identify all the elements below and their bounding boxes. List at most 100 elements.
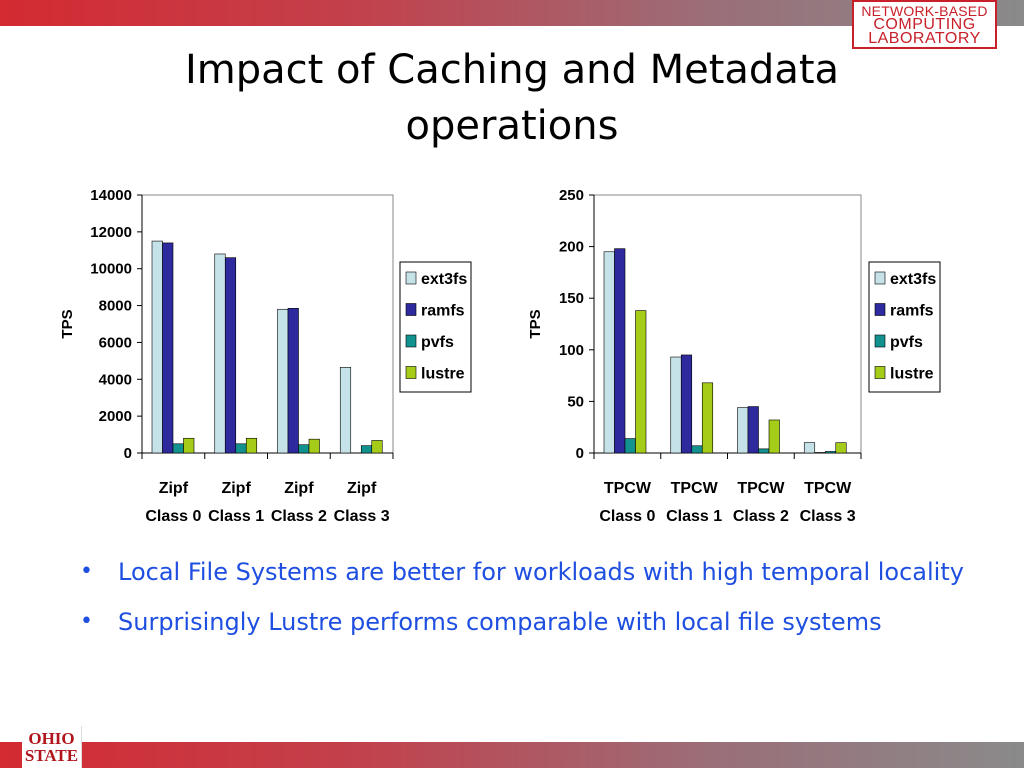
badge-line-2: COMPUTING — [873, 16, 976, 33]
y-tick-label: 150 — [559, 290, 584, 307]
legend-swatch-ramfs — [874, 303, 886, 316]
x-tick-label: Class 1 — [208, 508, 264, 525]
bar-pvfs — [758, 448, 770, 454]
bar-ext3fs — [151, 240, 163, 454]
x-tick-label: Class 2 — [271, 508, 327, 525]
bar-ext3fs — [214, 253, 226, 454]
y-tick-label: 50 — [567, 393, 584, 410]
tpcw-tps-chart: 0 50 100 150 200 250 TPS TPCW Class 0 TPCW Class 1… — [527, 187, 941, 525]
y-axis-title: TPS — [527, 309, 544, 338]
legend-swatch-pvfs — [405, 334, 417, 348]
badge-line-1: NETWORK-BASED — [861, 3, 988, 19]
bullet-dot-icon: • — [80, 609, 93, 634]
bar-lustre — [635, 310, 647, 454]
legend-label: pvfs — [890, 334, 923, 351]
y-axis-title: TPS — [59, 309, 76, 338]
x-tick-label: Zipf — [221, 480, 251, 497]
bar-ext3fs — [803, 442, 816, 454]
bar-ramfs — [287, 308, 299, 454]
bullet-list: • Local File Systems are better for work… — [78, 552, 988, 652]
bar-lustre — [371, 440, 383, 454]
y-tick-label: 6000 — [99, 334, 132, 351]
x-tick-label: TPCW — [604, 480, 652, 497]
legend-label: pvfs — [421, 334, 454, 351]
bar-pvfs — [172, 443, 184, 454]
ohio-state-logo: OHIO STATE — [22, 726, 82, 768]
bar-ramfs — [747, 406, 759, 454]
x-tick-label: Class 0 — [599, 508, 655, 525]
bullet-text: Surprisingly Lustre performs comparable … — [118, 608, 882, 636]
bar-ramfs — [614, 248, 626, 454]
y-tick-label: 4000 — [99, 371, 132, 388]
y-tick-label: 100 — [559, 342, 584, 359]
plot-area — [593, 194, 862, 454]
legend-swatch-ext3fs — [405, 271, 417, 285]
bar-ext3fs — [737, 407, 749, 454]
bar-lustre — [768, 419, 780, 454]
bar-lustre — [701, 382, 714, 454]
bar-pvfs — [691, 445, 703, 454]
bar-lustre — [835, 442, 847, 454]
bar-pvfs — [624, 438, 636, 454]
x-tick-label: Class 3 — [800, 508, 856, 525]
y-tick-label: 200 — [559, 239, 584, 256]
y-tick-label: 10000 — [90, 261, 132, 278]
bar-ext3fs — [339, 367, 352, 454]
bar-ramfs — [224, 257, 237, 454]
legend-label: ext3fs — [421, 271, 467, 288]
legend-swatch-lustre — [405, 366, 417, 379]
x-tick-label: TPCW — [804, 480, 852, 497]
y-tick-label: 0 — [576, 445, 584, 462]
x-tick-label: TPCW — [737, 480, 785, 497]
x-tick-label: Class 3 — [334, 508, 390, 525]
bar-pvfs — [360, 445, 373, 454]
slide-title-line-1: Impact of Caching and Metadata — [184, 47, 840, 93]
lab-logo-badge: NETWORK-BASED COMPUTING LABORATORY — [852, 0, 997, 49]
bullet-item: • Surprisingly Lustre performs comparabl… — [78, 602, 988, 642]
bar-ramfs — [680, 354, 693, 454]
bar-lustre — [183, 437, 195, 454]
bar-pvfs — [298, 444, 310, 454]
legend-label: ext3fs — [890, 271, 936, 288]
bar-lustre — [308, 438, 320, 454]
x-tick-label: Zipf — [347, 480, 377, 497]
bullet-dot-icon: • — [80, 559, 93, 584]
bar-ext3fs — [670, 356, 682, 454]
legend-swatch-ramfs — [405, 303, 417, 316]
bar-ext3fs — [277, 308, 289, 454]
bar-pvfs — [824, 451, 837, 454]
bar-ramfs — [814, 452, 826, 454]
bullet-text: Local File Systems are better for worklo… — [118, 558, 964, 586]
slide-title-line-2: operations — [405, 103, 619, 149]
bottom-decorative-bar — [0, 742, 1024, 768]
x-tick-label: Class 2 — [733, 508, 789, 525]
bar-lustre — [245, 437, 258, 454]
plot-area — [141, 194, 394, 454]
y-tick-label: 0 — [124, 445, 132, 462]
legend-label: lustre — [421, 366, 465, 383]
logo-line-1: OHIO — [28, 729, 75, 748]
y-tick-label: 14000 — [90, 187, 132, 204]
legend-swatch-pvfs — [874, 334, 886, 348]
legend-label: lustre — [890, 366, 934, 383]
logo-line-2: STATE — [24, 746, 79, 765]
y-tick-label: 2000 — [99, 408, 132, 425]
x-tick-label: TPCW — [671, 480, 719, 497]
x-tick-label: Class 0 — [145, 508, 201, 525]
legend-label: ramfs — [421, 303, 465, 320]
y-tick-label: 12000 — [90, 224, 132, 241]
badge-line-3: LABORATORY — [868, 30, 981, 47]
y-tick-label: 250 — [559, 187, 584, 204]
bar-ext3fs — [603, 251, 615, 454]
legend-label: ramfs — [890, 303, 934, 320]
y-tick-label: 8000 — [99, 298, 132, 315]
bar-ramfs — [162, 242, 174, 454]
x-tick-label: Zipf — [284, 480, 314, 497]
bar-pvfs — [235, 443, 247, 454]
bullet-item: • Local File Systems are better for work… — [78, 552, 988, 592]
legend-swatch-ext3fs — [874, 271, 886, 285]
x-tick-label: Class 1 — [666, 508, 722, 525]
slide-title: Impact of Caching and Metadata operation… — [100, 42, 924, 154]
zipf-tps-chart: 0 2000 4000 6000 8000 10000 12000 14000 TPS Zipf C… — [59, 187, 472, 525]
x-tick-label: Zipf — [159, 480, 189, 497]
